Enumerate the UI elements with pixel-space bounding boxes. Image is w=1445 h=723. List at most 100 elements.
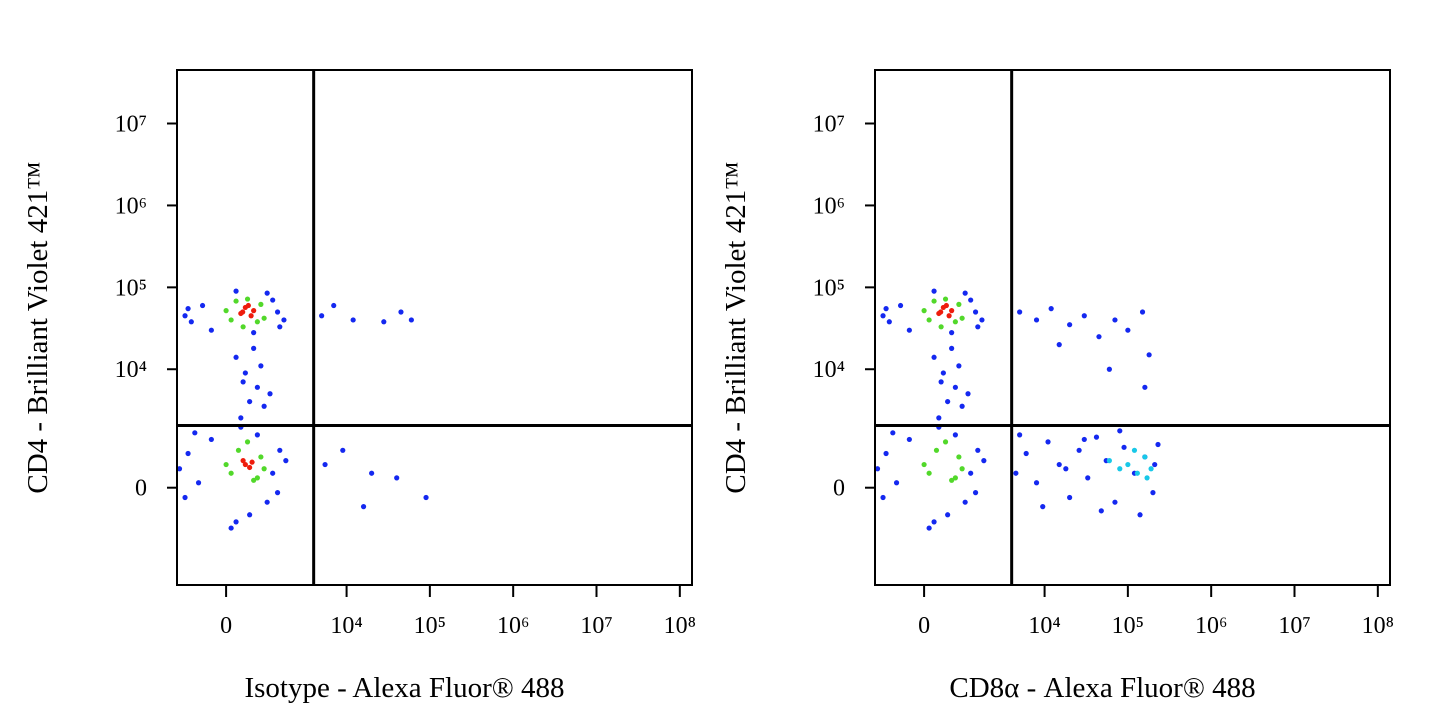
event-dot — [959, 403, 965, 409]
event-dot — [959, 466, 965, 472]
x-tick-label: 0 — [220, 613, 232, 639]
event-dot — [258, 454, 264, 460]
event-dot — [1150, 490, 1156, 496]
event-dot — [981, 458, 987, 464]
event-dot — [258, 301, 264, 307]
event-dot — [381, 319, 387, 325]
event-dot — [883, 306, 889, 312]
x-tick-label: 10⁶ — [497, 613, 529, 639]
event-dot — [956, 363, 962, 369]
event-dot — [277, 447, 283, 453]
x-axis-label: CD8α - Alexa Fluor® 488 — [949, 672, 1255, 704]
y-tick-label: 10⁷ — [813, 112, 845, 138]
event-dot — [270, 470, 276, 476]
x-tick-label: 10⁵ — [414, 613, 446, 639]
plot-area — [177, 288, 429, 531]
event-dot — [1106, 458, 1112, 464]
event-dot — [890, 430, 896, 436]
event-dot — [251, 345, 257, 351]
plot-frame — [176, 69, 693, 586]
event-dot — [350, 317, 356, 323]
event-dot — [331, 302, 337, 309]
event-dot — [233, 354, 239, 360]
event-dot — [921, 461, 927, 468]
event-dot — [1033, 480, 1040, 486]
event-dot — [945, 398, 951, 405]
plot-frame — [874, 69, 1391, 586]
event-dot — [254, 319, 260, 325]
event-dot — [1117, 466, 1123, 472]
event-dot — [185, 306, 191, 312]
event-dot — [242, 461, 248, 468]
event-dot — [945, 512, 951, 518]
event-dot — [933, 447, 940, 453]
event-dot — [906, 436, 912, 443]
event-dot — [240, 324, 246, 330]
event-dot — [247, 512, 253, 518]
event-dot — [1148, 466, 1154, 472]
event-dot — [975, 447, 981, 453]
event-dot — [251, 330, 257, 336]
event-dot — [952, 475, 958, 481]
event-dot — [1152, 461, 1158, 468]
event-dot — [244, 439, 251, 445]
x-tick-label: 10⁶ — [1195, 613, 1227, 639]
event-dot — [1121, 444, 1127, 450]
event-dot — [248, 313, 254, 319]
event-dot — [1142, 454, 1148, 460]
event-dot — [238, 415, 244, 421]
y-tick-label: 10⁵ — [115, 275, 147, 301]
event-dot — [281, 317, 287, 323]
y-tick-label: 10⁵ — [813, 275, 845, 301]
event-dot — [975, 324, 981, 330]
event-dot — [394, 475, 400, 481]
event-dot — [897, 302, 904, 309]
x-tick-label: 10⁸ — [664, 613, 696, 639]
event-dot — [952, 319, 958, 325]
event-dot — [223, 308, 229, 314]
event-dot — [1081, 436, 1087, 443]
event-dot — [360, 504, 367, 510]
event-dot — [247, 398, 253, 405]
event-dot — [192, 430, 198, 436]
event-dot — [1117, 428, 1123, 434]
event-dot — [926, 317, 932, 323]
event-dot — [182, 494, 188, 501]
y-tick-label: 10⁶ — [115, 193, 147, 219]
event-dot — [1045, 439, 1051, 445]
event-dot — [264, 290, 270, 296]
event-dot — [233, 288, 239, 294]
event-dot — [1155, 441, 1161, 448]
y-tick-label: 10⁶ — [813, 193, 845, 219]
event-dot — [972, 309, 979, 315]
event-dot — [195, 480, 202, 486]
event-dot — [1098, 508, 1104, 514]
event-dot — [1096, 334, 1102, 340]
event-dot — [942, 439, 949, 445]
event-dot — [1017, 432, 1023, 438]
event-dot — [1112, 499, 1118, 505]
event-dot — [238, 310, 244, 317]
event-dot — [251, 477, 257, 483]
event-dot — [283, 458, 289, 464]
event-dot — [1067, 322, 1073, 328]
event-dot — [228, 525, 234, 531]
event-dot — [875, 466, 881, 472]
event-dot — [940, 370, 946, 376]
event-dot — [408, 317, 414, 323]
event-dot — [245, 302, 251, 309]
x-tick-label: 10⁵ — [1112, 613, 1144, 639]
event-dot — [1106, 366, 1112, 372]
event-dot — [931, 354, 937, 360]
event-dot — [962, 290, 968, 296]
event-dot — [880, 313, 886, 319]
event-dot — [319, 313, 325, 319]
event-dot — [979, 317, 985, 323]
event-dot — [264, 499, 270, 505]
event-dot — [223, 461, 229, 468]
event-dot — [270, 297, 276, 303]
event-dot — [177, 466, 183, 472]
event-dot — [240, 458, 246, 464]
